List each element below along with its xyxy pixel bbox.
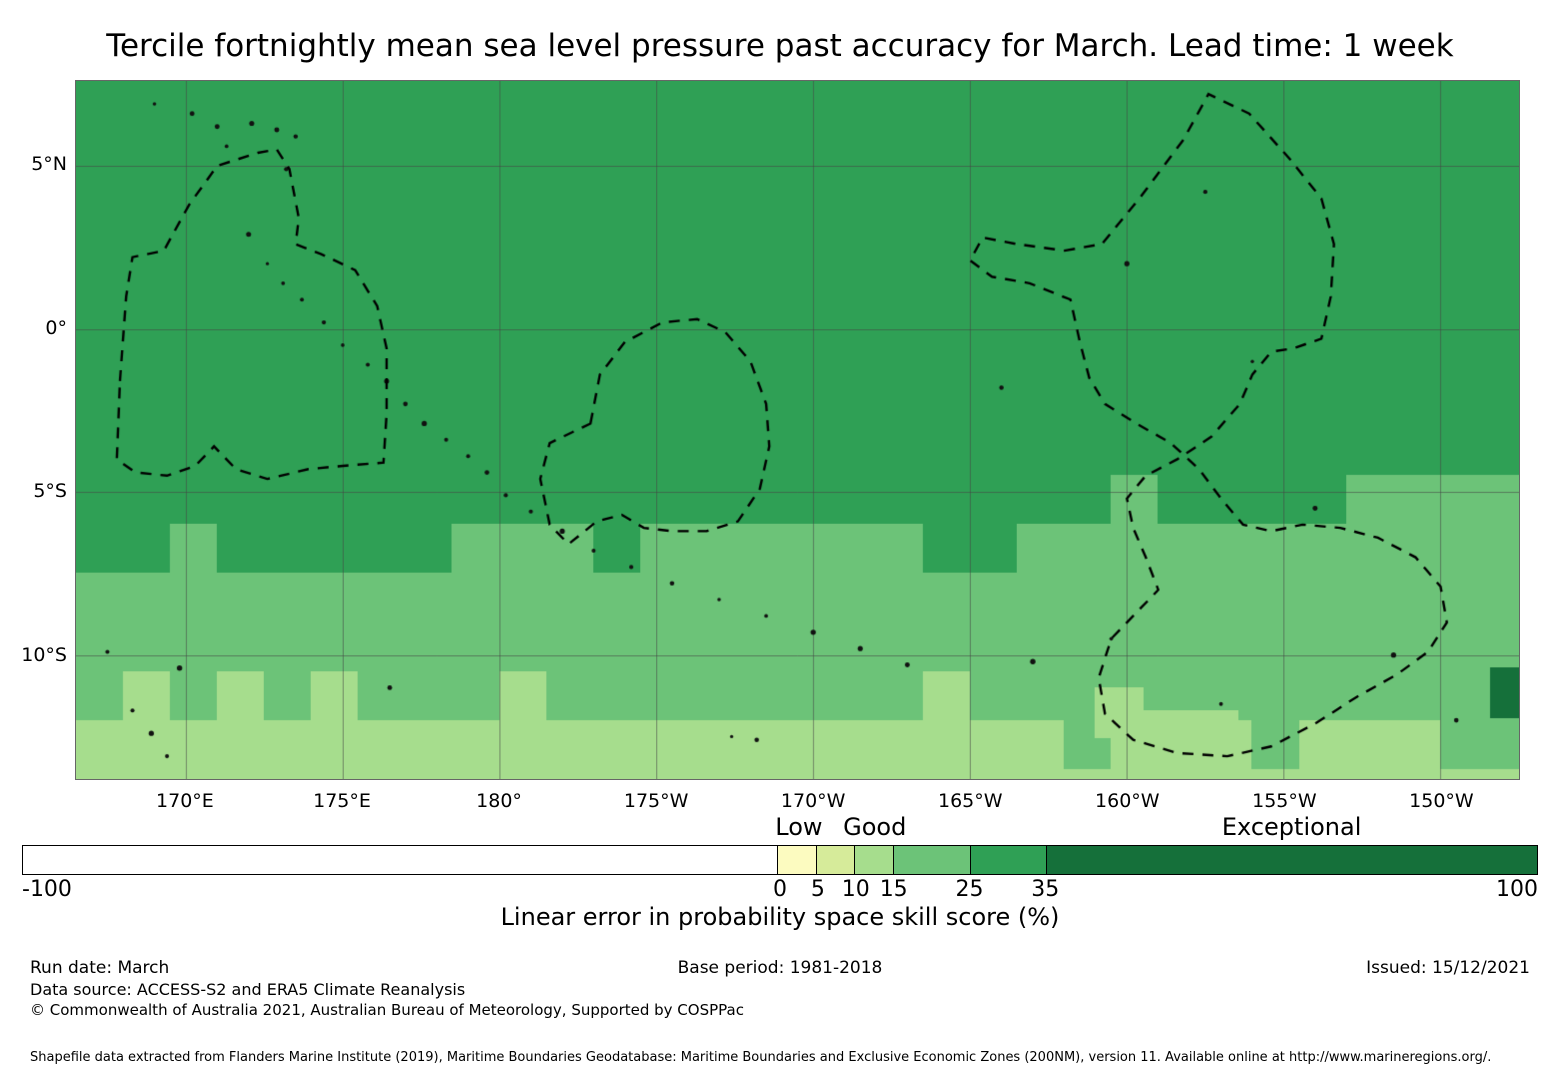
copyright-text: © Commonwealth of Australia 2021, Austra…	[30, 1001, 744, 1019]
forecast-map-page: Tercile fortnightly mean sea level press…	[0, 0, 1560, 1065]
colorbar-category-label: Good	[745, 813, 1005, 841]
colorbar-segment	[816, 846, 855, 874]
shapefile-attribution-text: Shapefile data extracted from Flanders M…	[30, 1050, 1491, 1065]
colorbar-segment	[854, 846, 893, 874]
y-tick-label: 10°S	[5, 644, 67, 666]
colorbar-category-label: Exceptional	[1162, 813, 1422, 841]
map-plot-area[interactable]	[75, 80, 1520, 780]
issued-date-text: Issued: 15/12/2021	[1366, 958, 1530, 978]
colorbar-tick-label: -100	[22, 877, 162, 902]
x-tick-label: 160°W	[1067, 790, 1187, 812]
skill-score-raster	[76, 81, 1519, 779]
y-tick-label: 5°N	[5, 153, 67, 175]
y-tick-label: 0°	[5, 317, 67, 339]
data-source-text: Data source: ACCESS-S2 and ERA5 Climate …	[30, 980, 465, 999]
footer: Run date: March Base period: 1981-2018 I…	[0, 958, 1560, 1062]
colorbar-axis-label: Linear error in probability space skill …	[0, 903, 1560, 931]
x-tick-label: 170°W	[753, 790, 873, 812]
colorbar-segment	[1046, 846, 1537, 874]
x-tick-label: 175°W	[596, 790, 716, 812]
colorbar-segment	[777, 846, 816, 874]
colorbar-segment	[893, 846, 969, 874]
x-tick-label: 180°	[439, 790, 559, 812]
y-tick-label: 5°S	[5, 480, 67, 502]
colorbar[interactable]: -100 0 5 10 15 25 35 100 Low Good Exceptional	[22, 845, 1538, 875]
x-tick-label: 175°E	[282, 790, 402, 812]
colorbar-segment	[23, 846, 777, 874]
x-tick-label: 165°W	[910, 790, 1030, 812]
x-tick-label: 150°W	[1381, 790, 1501, 812]
colorbar-tick-label: 35	[975, 877, 1115, 902]
x-tick-label: 170°E	[125, 790, 245, 812]
colorbar-gradient	[22, 845, 1538, 875]
page-title: Tercile fortnightly mean sea level press…	[0, 28, 1560, 64]
colorbar-tick-label: 100	[1398, 877, 1538, 902]
base-period-text: Base period: 1981-2018	[0, 958, 1560, 978]
colorbar-segment	[970, 846, 1046, 874]
x-tick-label: 155°W	[1224, 790, 1344, 812]
